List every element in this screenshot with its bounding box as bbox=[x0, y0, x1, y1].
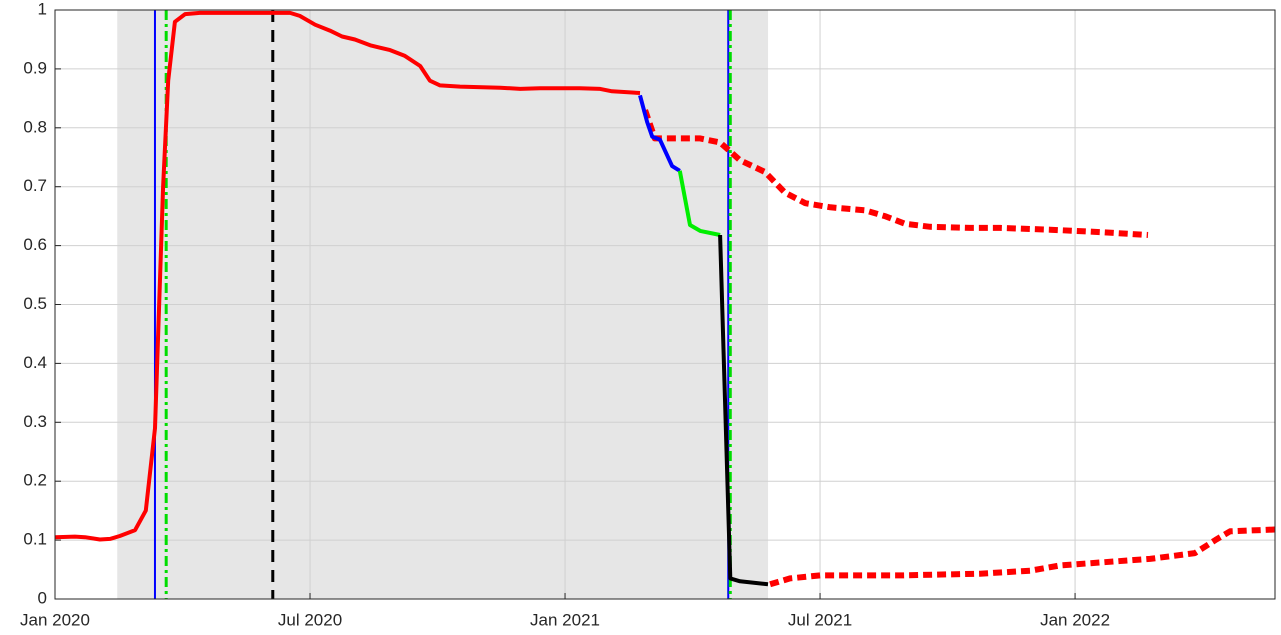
series-line bbox=[677, 170, 721, 237]
series-line bbox=[638, 94, 681, 173]
series-line bbox=[769, 526, 1276, 588]
y-tick-label: 0 bbox=[38, 588, 47, 607]
x-tick-label: Jul 2021 bbox=[788, 610, 852, 629]
y-tick-label: 1 bbox=[38, 0, 47, 18]
series-line bbox=[642, 109, 1149, 238]
y-tick-label: 0.1 bbox=[23, 530, 47, 549]
y-tick-label: 0.2 bbox=[23, 471, 47, 490]
y-tick-label: 0.7 bbox=[23, 176, 47, 195]
x-tick-label: Jan 2022 bbox=[1040, 610, 1110, 629]
y-tick-label: 0.4 bbox=[23, 353, 47, 372]
x-tick-label: Jan 2021 bbox=[530, 610, 600, 629]
y-tick-label: 0.5 bbox=[23, 294, 47, 313]
y-tick-label: 0.9 bbox=[23, 58, 47, 77]
series-line bbox=[54, 10, 641, 542]
x-tick-label: Jul 2020 bbox=[278, 610, 342, 629]
plot-frame bbox=[54, 9, 1276, 600]
series-line bbox=[718, 234, 769, 587]
x-tick-label: Jan 2020 bbox=[20, 610, 90, 629]
y-tick-label: 0.6 bbox=[23, 235, 47, 254]
y-tick-label: 0.8 bbox=[23, 117, 47, 136]
y-tick-label: 0.3 bbox=[23, 412, 47, 431]
